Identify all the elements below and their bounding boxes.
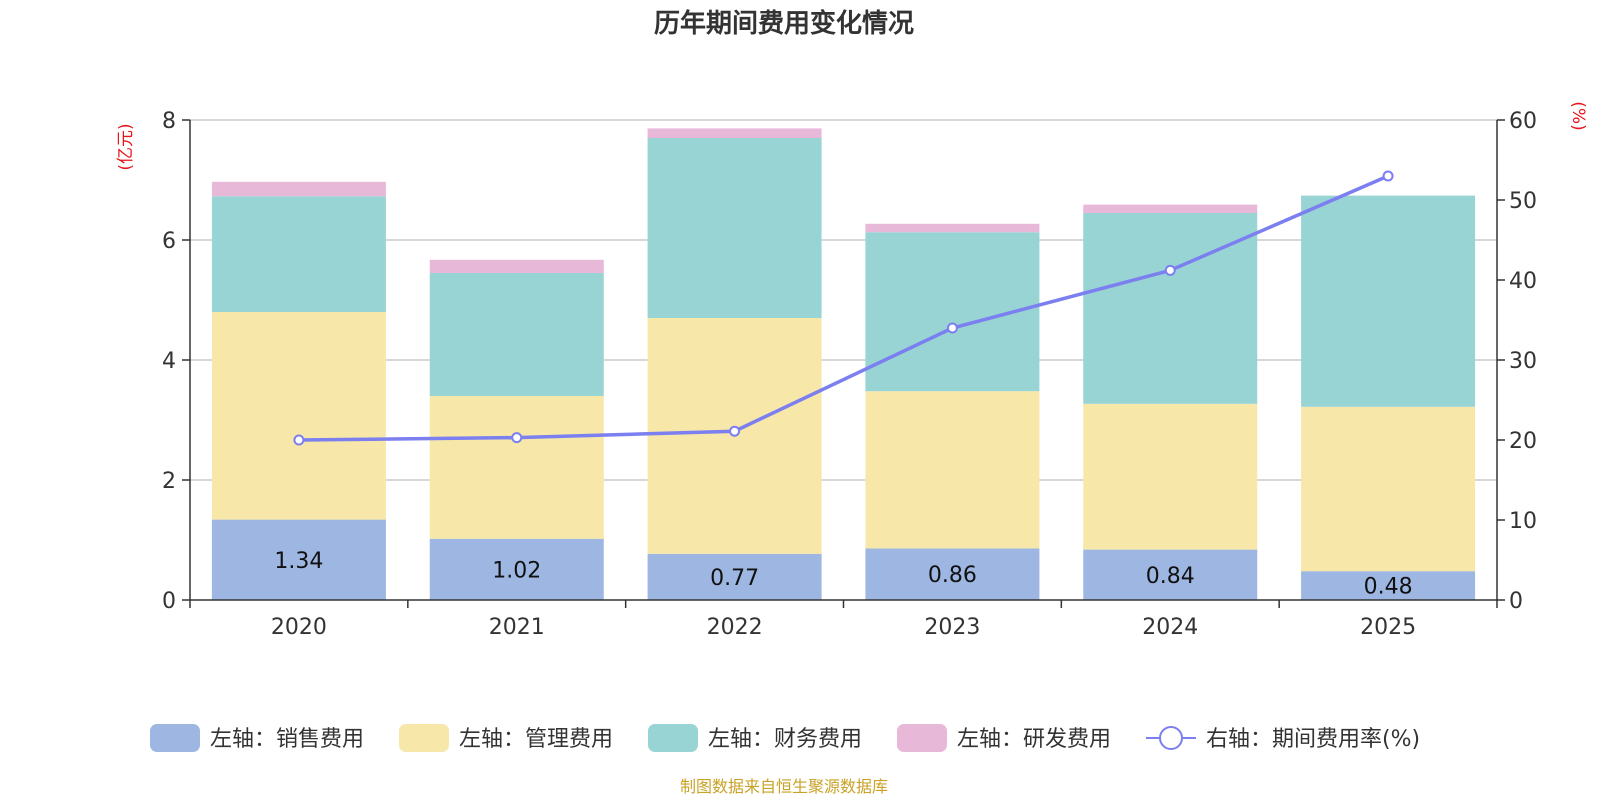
- bar-segment-2: [1301, 406, 1476, 572]
- bar-segment-4: [211, 181, 386, 197]
- right-tick-label: 10: [1509, 509, 1537, 534]
- x-tick-label: 2020: [271, 615, 327, 640]
- gridlines: [190, 119, 1497, 481]
- legend: 左轴：销售费用 左轴：管理费用 左轴：财务费用 左轴：研发费用 右轴：期间费用率(%): [150, 724, 1420, 752]
- left-tick-label: 0: [162, 589, 176, 614]
- rate-line-point: [729, 425, 741, 437]
- legend-swatch: [648, 724, 698, 752]
- bar-segment-2: [1083, 403, 1258, 550]
- bar-value-label: 0.48: [1364, 575, 1413, 600]
- rate-line-point: [293, 434, 305, 446]
- bar-segment-3: [647, 138, 822, 318]
- bar-segment-1: [429, 538, 604, 600]
- bar-value-label: 1.02: [492, 558, 541, 583]
- left-axis-unit: (亿元): [116, 123, 136, 170]
- bar-value-label: 0.77: [710, 566, 759, 591]
- bar-segment-3: [1083, 213, 1258, 404]
- left-tick-label: 8: [162, 109, 176, 134]
- legend-line-marker: [1159, 726, 1183, 750]
- bar-segment-3: [1301, 195, 1476, 407]
- rate-line-point: [1382, 170, 1394, 182]
- bar-segment-2: [429, 396, 604, 539]
- legend-label: 右轴：期间费用率(%): [1206, 727, 1420, 752]
- bar-segment-3: [429, 273, 604, 396]
- chart-title: 历年期间费用变化情况: [654, 8, 914, 39]
- axes: 0 2 4 6 8 0 10 20 30 40 50 60 2020 2021 2022 2023 2024 20…: [162, 109, 1537, 640]
- bar-value-label: 0.84: [1146, 564, 1195, 589]
- legend-label: 左轴：销售费用: [210, 727, 364, 752]
- left-tick-label: 4: [162, 349, 176, 374]
- right-tick-label: 50: [1509, 189, 1537, 214]
- left-tick-label: 6: [162, 229, 176, 254]
- x-tick-label: 2025: [1360, 615, 1416, 640]
- bar-segment-1: [1301, 571, 1476, 600]
- bar-segment-1: [211, 519, 386, 600]
- bar-segment-1: [865, 548, 1040, 600]
- bar-segment-1: [1083, 549, 1258, 600]
- x-tick-label: 2022: [707, 615, 763, 640]
- left-tick-label: 2: [162, 469, 176, 494]
- legend-swatch: [399, 724, 449, 752]
- rate-line-path: [298, 174, 1389, 442]
- right-tick-label: 30: [1509, 349, 1537, 374]
- rate-line-point: [1164, 264, 1176, 276]
- bar-segment-3: [211, 196, 386, 312]
- right-tick-label: 0: [1509, 589, 1523, 614]
- right-tick-label: 20: [1509, 429, 1537, 454]
- legend-swatch: [897, 724, 947, 752]
- rate-line-point: [511, 432, 523, 444]
- rate-line: [293, 170, 1394, 446]
- bar-segment-2: [865, 391, 1040, 549]
- legend-label: 左轴：财务费用: [708, 727, 862, 752]
- bar-segment-4: [429, 259, 604, 273]
- x-tick-label: 2024: [1142, 615, 1198, 640]
- legend-label: 左轴：研发费用: [957, 727, 1111, 752]
- bar-segment-4: [647, 128, 822, 138]
- bars: [211, 128, 1476, 600]
- right-tick-label: 60: [1509, 109, 1537, 134]
- bar-segment-4: [1083, 204, 1258, 213]
- bar-value-label: 0.86: [928, 563, 977, 588]
- legend-label: 左轴：管理费用: [459, 727, 613, 752]
- x-tick-label: 2021: [489, 615, 545, 640]
- bar-segment-2: [211, 312, 386, 520]
- source-note: 制图数据来自恒生聚源数据库: [680, 777, 888, 796]
- bar-value-label: 1.34: [274, 549, 323, 574]
- data-labels: 1.34 1.02 0.77 0.86 0.84 0.48: [274, 549, 1412, 600]
- right-axis-unit: (%): [1568, 101, 1588, 130]
- bar-segment-1: [647, 553, 822, 600]
- x-tick-label: 2023: [924, 615, 980, 640]
- right-tick-label: 40: [1509, 269, 1537, 294]
- legend-swatch: [150, 724, 200, 752]
- rate-line-point: [946, 322, 958, 334]
- bar-segment-4: [865, 223, 1040, 233]
